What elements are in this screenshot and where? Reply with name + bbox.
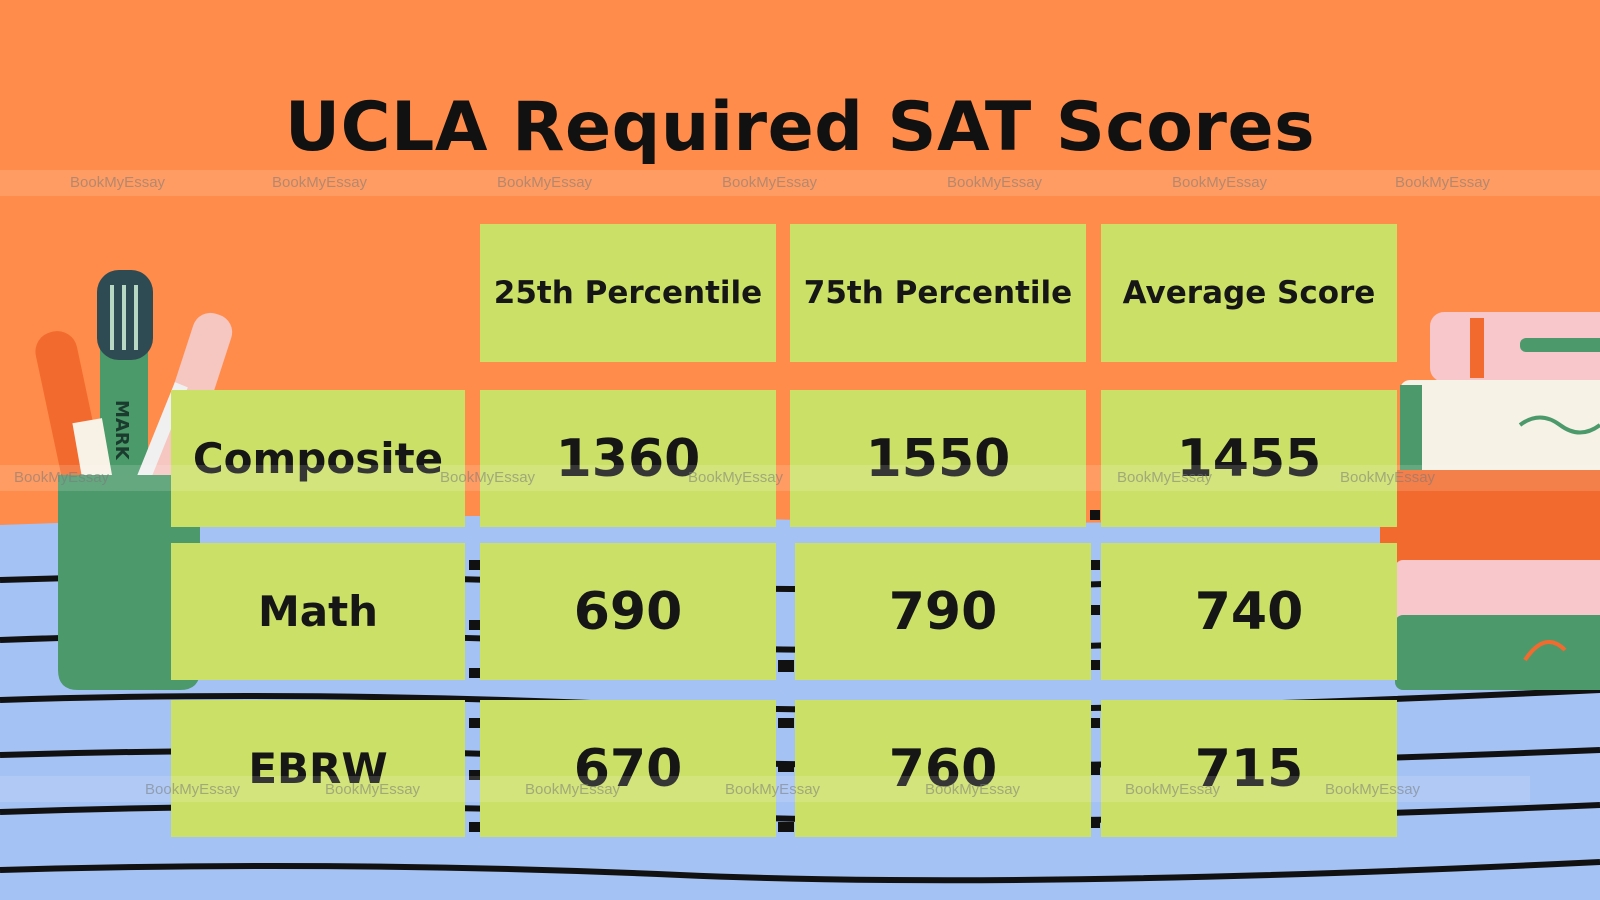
watermark-band-bottom	[0, 776, 1530, 802]
watermark-text: BookMyEssay	[688, 469, 784, 486]
row-label: EBRW	[171, 700, 465, 837]
score-cell: 670	[480, 700, 776, 837]
watermark-text: BookMyEssay	[525, 781, 621, 798]
watermark-text: BookMyEssay	[325, 781, 421, 798]
watermark-text: BookMyEssay	[14, 469, 110, 486]
score-cell: 1455	[1101, 390, 1397, 527]
books-icon	[1380, 312, 1600, 690]
watermark-text: BookMyEssay	[722, 174, 818, 191]
score-cell: 1360	[480, 390, 776, 527]
score-cell: 760	[795, 700, 1091, 837]
score-cell: 690	[480, 543, 776, 680]
watermark-text: BookMyEssay	[272, 174, 368, 191]
watermark-text: BookMyEssay	[1117, 469, 1213, 486]
row-label: Composite	[171, 390, 465, 527]
score-cell: 1550	[790, 390, 1086, 527]
column-header: 25th Percentile	[480, 224, 776, 362]
watermark-text: BookMyEssay	[947, 174, 1043, 191]
column-header: 75th Percentile	[790, 224, 1086, 362]
row-label: Math	[171, 543, 465, 680]
watermark-text: BookMyEssay	[1172, 174, 1268, 191]
watermark-band-top	[0, 170, 1600, 196]
watermark-text: BookMyEssay	[1340, 469, 1436, 486]
watermark-text: BookMyEssay	[497, 174, 593, 191]
score-cell: 715	[1101, 700, 1397, 837]
watermark-text: BookMyEssay	[1125, 781, 1221, 798]
table-gridlines	[469, 510, 1100, 832]
watermark-text: BookMyEssay	[725, 781, 821, 798]
score-cell: 790	[795, 543, 1091, 680]
watermark-text: BookMyEssay	[1395, 174, 1491, 191]
page-title: UCLA Required SAT Scores	[284, 88, 1316, 167]
column-header: Average Score	[1101, 224, 1397, 362]
watermark-band-middle	[0, 465, 1600, 491]
watermark-text: BookMyEssay	[145, 781, 241, 798]
watermark-text: BookMyEssay	[70, 174, 166, 191]
score-cell: 740	[1101, 543, 1397, 680]
watermark-text: BookMyEssay	[440, 469, 536, 486]
watermark-text: BookMyEssay	[925, 781, 1021, 798]
watermark-text: BookMyEssay	[1325, 781, 1421, 798]
pen-cup-icon	[58, 475, 200, 690]
pen-mark-label: MARK	[111, 400, 132, 461]
